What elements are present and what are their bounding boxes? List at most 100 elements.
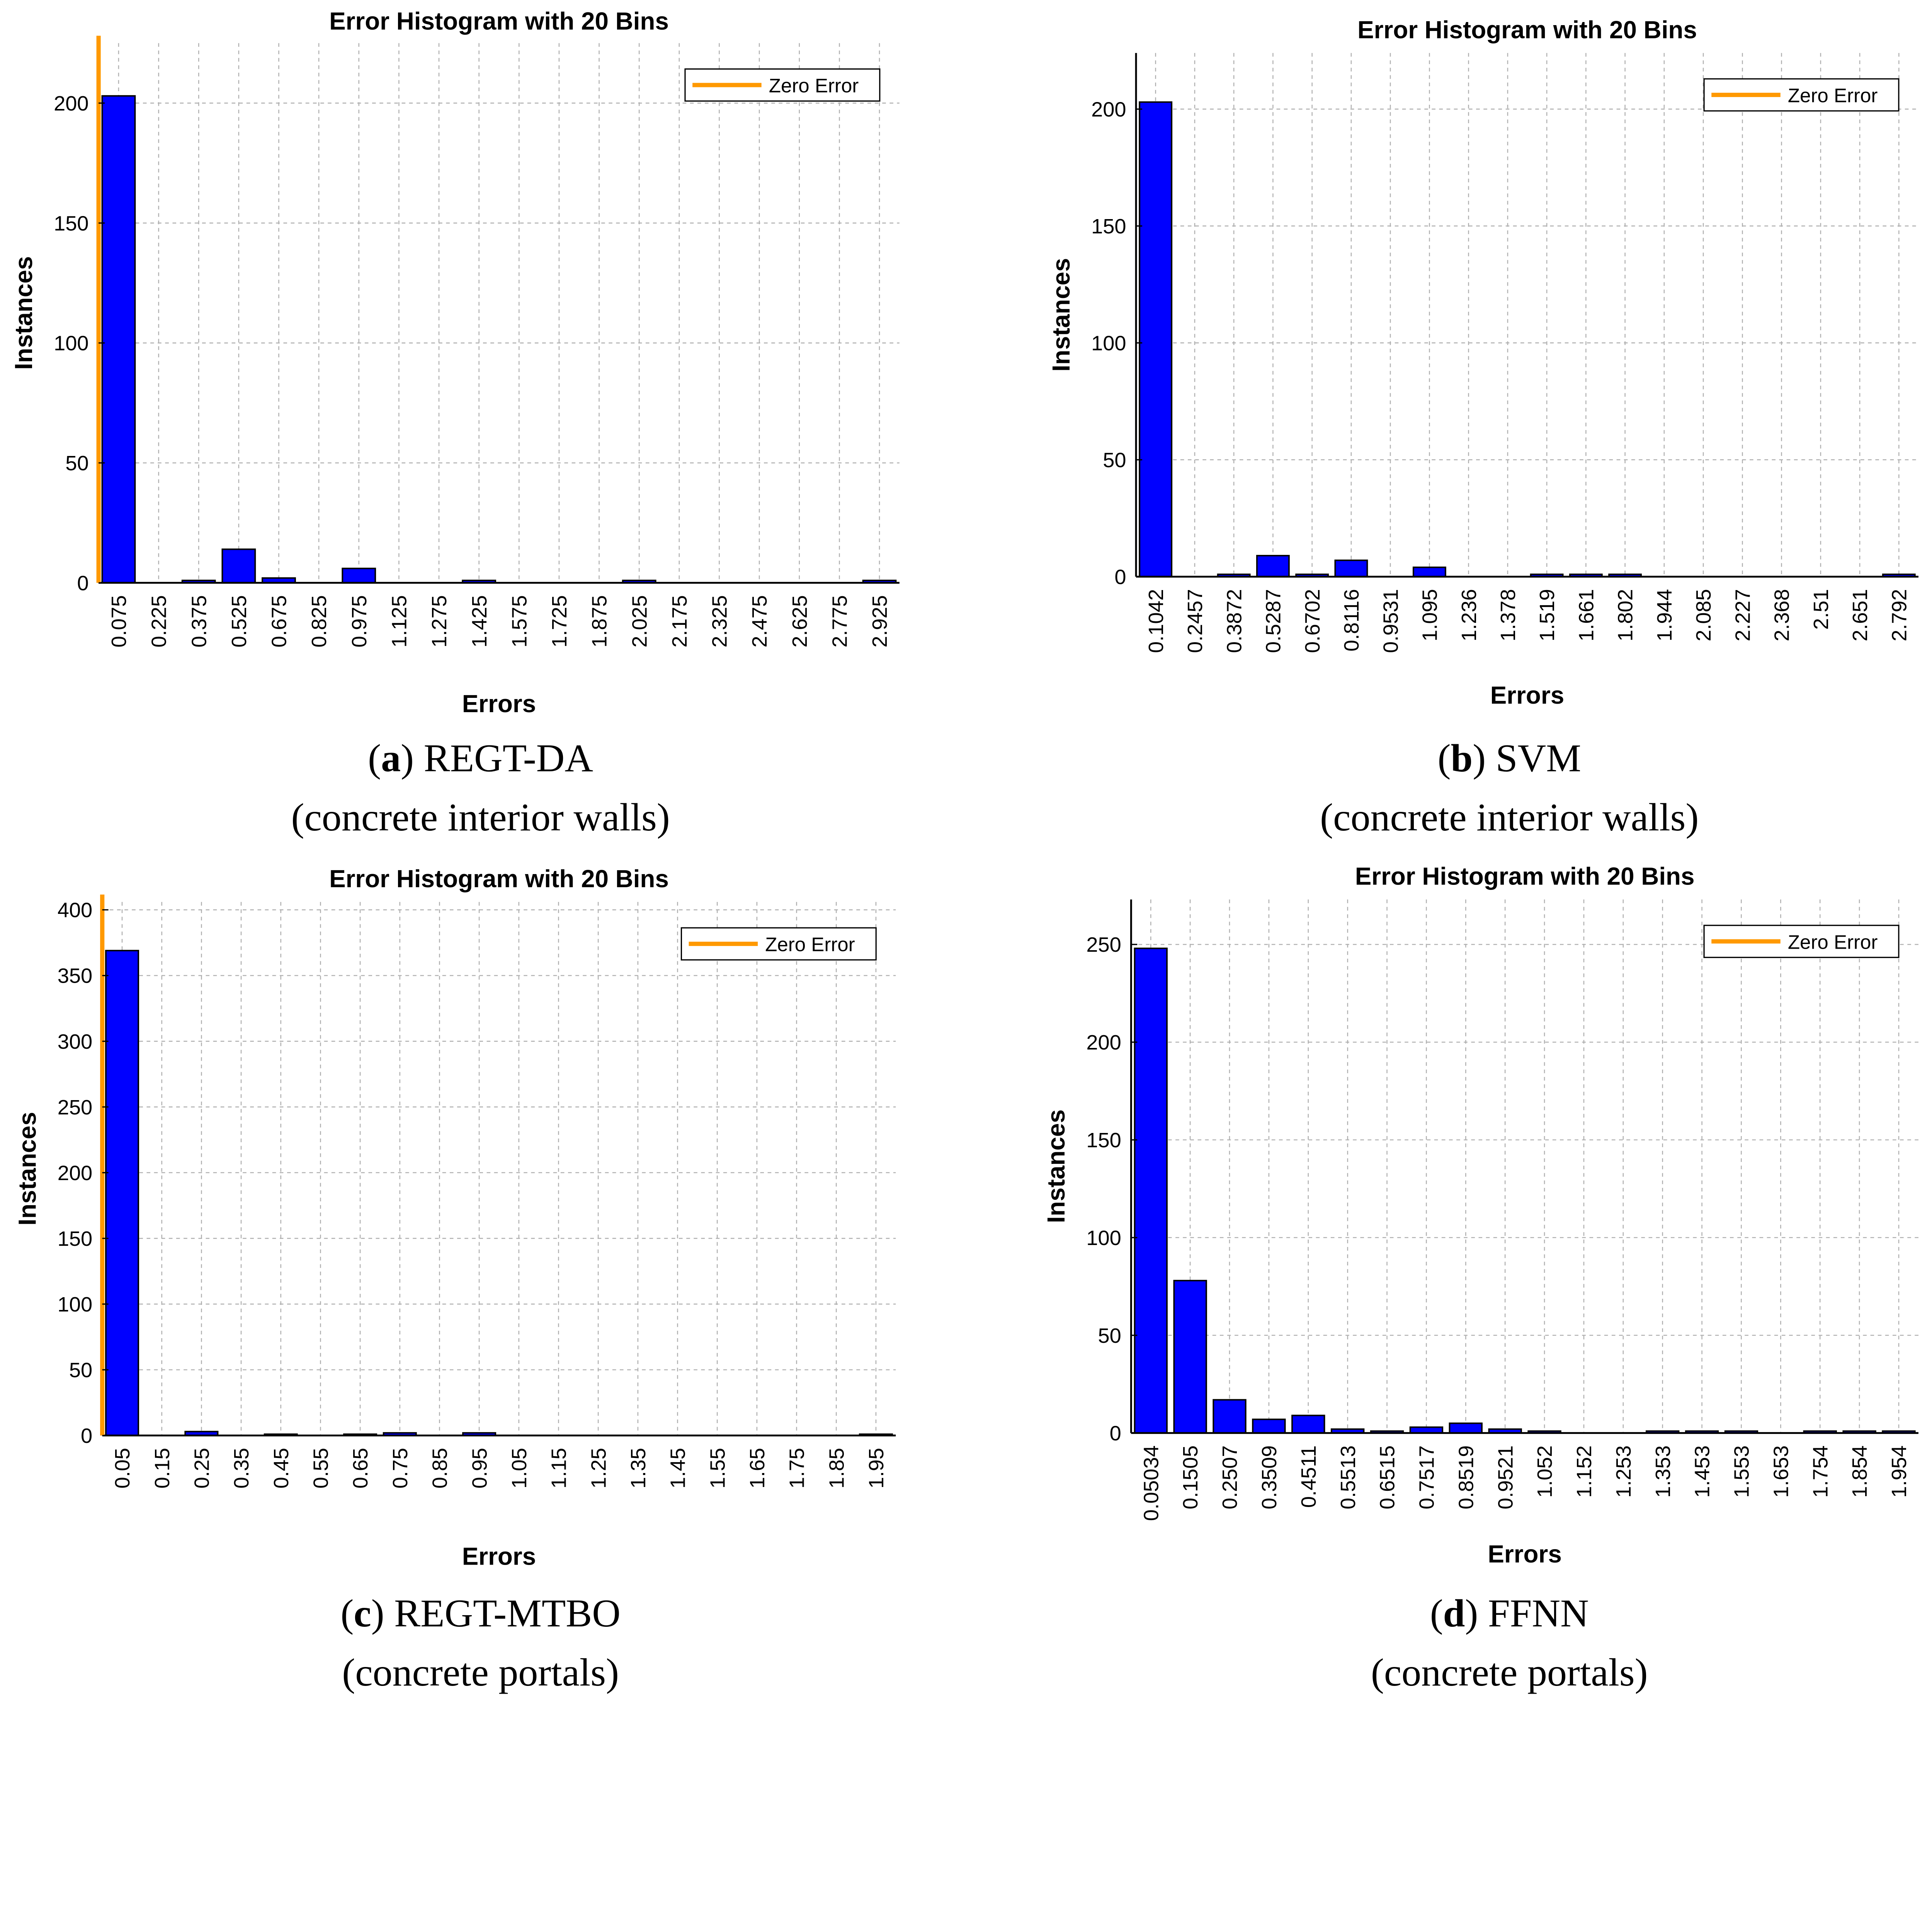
y-tick-label: 50 xyxy=(69,1359,92,1382)
x-tick-label: 0.6515 xyxy=(1376,1445,1399,1509)
x-tick-label: 1.802 xyxy=(1614,589,1637,641)
y-tick-label: 200 xyxy=(58,1162,92,1185)
caption-name: REGT-DA xyxy=(424,737,593,780)
legend: Zero Error xyxy=(680,927,877,961)
x-tick-label: 1.944 xyxy=(1653,589,1676,641)
caption-letter: c xyxy=(354,1592,371,1635)
caption-subtitle: (concrete portals) xyxy=(342,1651,619,1694)
histogram-bar xyxy=(1449,1422,1483,1434)
y-tick-label: 150 xyxy=(58,1227,92,1250)
x-tick-label: 0.55 xyxy=(310,1448,333,1488)
histogram-bar xyxy=(101,95,136,584)
x-tick-label: 1.453 xyxy=(1691,1445,1714,1498)
x-tick-label: 0.9521 xyxy=(1494,1445,1517,1509)
x-axis-label: Errors xyxy=(462,1543,536,1570)
x-tick-label: 0.1505 xyxy=(1179,1445,1202,1509)
x-axis-label: Errors xyxy=(1488,1540,1561,1568)
x-tick-label: 1.236 xyxy=(1458,589,1481,641)
y-axis-label: Instances xyxy=(1047,258,1075,372)
y-tick-label: 50 xyxy=(1103,449,1126,472)
caption-subtitle: (concrete portals) xyxy=(1371,1651,1648,1694)
x-tick-label: 0.7517 xyxy=(1415,1445,1439,1509)
x-tick-label: 1.754 xyxy=(1809,1445,1832,1498)
caption-paren-open: ( xyxy=(1430,1592,1443,1635)
x-tick-label: 0.5287 xyxy=(1262,589,1285,653)
histogram-bar xyxy=(1291,1415,1325,1434)
caption-name: SVM xyxy=(1496,737,1581,780)
caption-paren-close: ) xyxy=(1473,737,1496,780)
x-tick-label: 1.05 xyxy=(508,1448,531,1488)
x-tick-label: 0.35 xyxy=(230,1448,253,1488)
x-axis-label: Errors xyxy=(1490,681,1564,709)
x-tick-label: 1.575 xyxy=(508,595,531,648)
y-axis-label: Instances xyxy=(13,1112,41,1225)
x-tick-label: 1.875 xyxy=(588,595,611,648)
caption: (a) REGT-DA xyxy=(368,737,593,780)
histogram-bar xyxy=(1412,566,1446,578)
caption-name: FFNN xyxy=(1488,1592,1589,1635)
caption-paren-open: ( xyxy=(1438,737,1451,780)
figure: 0 50 100 150 200 0.075 0.225 0.375 0.525 0.675 0.8… xyxy=(10,7,1918,1694)
x-tick-label: 2.475 xyxy=(748,595,771,648)
x-tick-label: 1.15 xyxy=(548,1448,571,1488)
y-tick-label: 0 xyxy=(77,572,88,595)
x-tick-label: 0.8519 xyxy=(1454,1445,1478,1509)
x-tick-label: 1.425 xyxy=(468,595,491,648)
y-tick-label: 200 xyxy=(1091,98,1126,121)
x-tick-label: 0.675 xyxy=(268,595,291,648)
x-tick-label: 0.95 xyxy=(468,1448,491,1488)
y-axis-label: Instances xyxy=(10,256,37,370)
y-tick-label: 150 xyxy=(54,212,88,235)
x-tick-label: 0.45 xyxy=(270,1448,293,1488)
caption-paren-open: ( xyxy=(368,737,381,780)
y-tick-label: 100 xyxy=(58,1293,92,1316)
x-tick-label: 1.954 xyxy=(1888,1445,1911,1498)
histogram-bar xyxy=(221,548,256,584)
x-tick-label: 0.1042 xyxy=(1145,589,1168,653)
x-tick-label: 0.975 xyxy=(348,595,371,648)
x-tick-label: 1.553 xyxy=(1730,1445,1753,1498)
x-tick-label: 1.95 xyxy=(865,1448,888,1488)
y-tick-label: 50 xyxy=(1098,1324,1121,1347)
x-tick-label: 2.651 xyxy=(1849,589,1872,641)
x-tick-label: 1.275 xyxy=(428,595,451,648)
x-tick-label: 0.85 xyxy=(429,1448,452,1488)
y-tick-label: 200 xyxy=(1086,1031,1121,1054)
histogram-bar xyxy=(342,568,376,584)
chart-panel-a: 0 50 100 150 200 0.075 0.225 0.375 0.525 0.675 0.8… xyxy=(10,7,900,839)
histogram-bar xyxy=(105,950,139,1436)
y-tick-label: 400 xyxy=(58,899,92,922)
y-tick-label: 100 xyxy=(1086,1226,1121,1250)
x-tick-label: 0.825 xyxy=(308,595,331,648)
x-tick-label: 1.85 xyxy=(825,1448,848,1488)
caption-letter: d xyxy=(1443,1592,1465,1635)
caption-paren-close: ) xyxy=(401,737,424,780)
caption-paren-open: ( xyxy=(340,1592,354,1635)
histogram-bar xyxy=(1256,555,1290,578)
x-tick-label: 1.25 xyxy=(587,1448,610,1488)
x-tick-label: 0.2507 xyxy=(1218,1445,1242,1509)
x-tick-label: 0.4511 xyxy=(1297,1445,1320,1508)
caption-subtitle: (concrete interior walls) xyxy=(1320,796,1699,839)
histogram-bar xyxy=(1252,1419,1286,1434)
caption: (b) SVM xyxy=(1438,737,1581,780)
caption: (c) REGT-MTBO xyxy=(340,1592,621,1635)
histogram-bar xyxy=(1134,947,1168,1434)
y-tick-label: 100 xyxy=(1091,332,1126,355)
x-tick-label: 2.325 xyxy=(708,595,731,648)
x-tick-label: 1.519 xyxy=(1536,589,1559,641)
x-tick-label: 2.625 xyxy=(788,595,811,648)
histogram-bar xyxy=(1334,560,1368,578)
x-tick-label: 1.75 xyxy=(786,1448,809,1488)
chart-panel-d: 0 50 100 150 200 250 0.05034 0.1505 0.2507 0.3509… xyxy=(1042,862,1918,1694)
y-tick-label: 250 xyxy=(58,1096,92,1119)
caption-paren-close: ) xyxy=(1465,1592,1488,1635)
x-tick-label: 0.6702 xyxy=(1301,589,1324,653)
legend-label: Zero Error xyxy=(769,75,859,97)
x-tick-label: 0.225 xyxy=(148,595,171,648)
x-tick-label: 2.085 xyxy=(1692,589,1715,641)
legend: Zero Error xyxy=(1703,925,1900,958)
caption-paren-close: ) xyxy=(371,1592,394,1635)
x-tick-label: 0.25 xyxy=(190,1448,214,1488)
x-tick-label: 0.9531 xyxy=(1379,589,1402,653)
